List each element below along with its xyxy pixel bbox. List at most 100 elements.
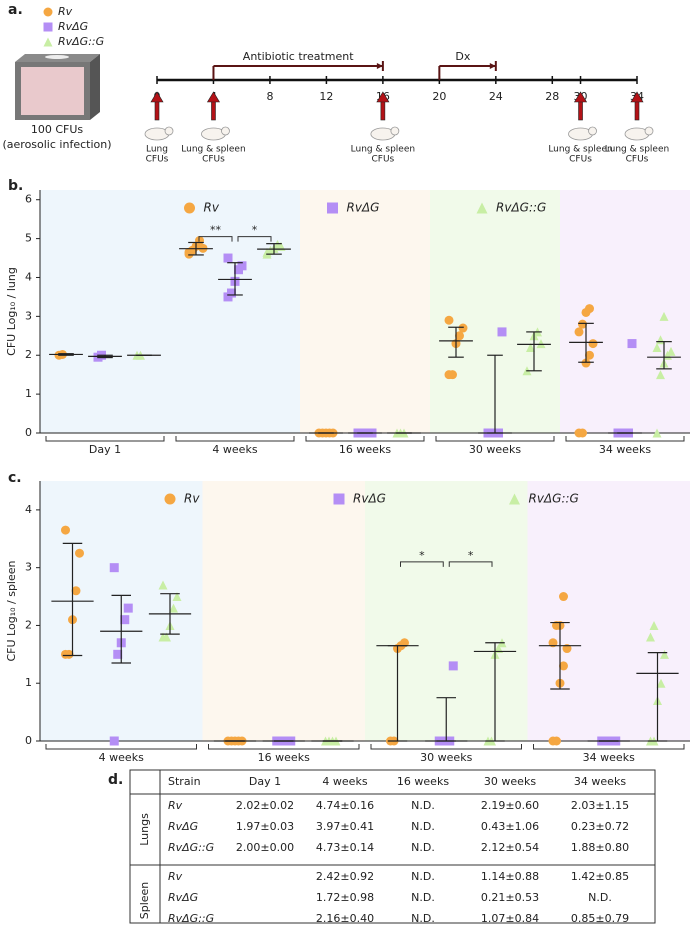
data-point — [448, 370, 457, 380]
data-point — [109, 563, 119, 573]
data-point — [61, 525, 70, 535]
data-point — [169, 603, 178, 613]
data-point — [559, 592, 568, 602]
data-point — [162, 632, 171, 642]
data-point — [585, 304, 594, 314]
period-label: Antibiotic treatment — [243, 50, 354, 63]
table-cell: N.D. — [411, 820, 435, 833]
sampling-label: CFUs — [569, 155, 592, 165]
data-point — [120, 615, 130, 625]
table-cell: 2.42±0.92 — [316, 870, 374, 883]
panel-label: b. — [8, 178, 23, 194]
period-arrowhead — [376, 63, 383, 69]
table-header: Day 1 — [249, 775, 281, 788]
timeline-tick-label: 20 — [432, 90, 446, 103]
table-cell: 2.00±0.00 — [236, 841, 294, 854]
table-frame — [129, 769, 656, 924]
group-bracket — [305, 436, 425, 442]
table-cell: N.D. — [411, 891, 435, 904]
significance-label: * — [419, 549, 425, 562]
data-point — [656, 370, 665, 380]
group-bracket — [533, 744, 685, 750]
data-point — [223, 253, 233, 263]
group-bracket — [45, 436, 165, 442]
mouse-icon — [644, 126, 654, 136]
table-cell: RvΔG — [168, 891, 198, 904]
data-point — [497, 327, 507, 337]
data-point — [578, 428, 587, 438]
group-background — [40, 190, 170, 433]
data-point — [109, 736, 119, 746]
legend-marker — [43, 22, 53, 32]
sampling-label: Lung & spleen — [351, 145, 415, 155]
timeline-tick-label: 28 — [545, 90, 559, 103]
table-cell: RvΔG::G — [168, 912, 214, 925]
data-point — [548, 638, 558, 648]
y-axis-label: CFU Log₁₀ / spleen — [5, 560, 18, 661]
sampling-arrowhead — [376, 91, 390, 103]
y-tick-label: 4 — [25, 503, 32, 516]
data-point — [666, 346, 676, 356]
table-cell: N.D. — [411, 799, 435, 812]
legend-label: RvΔG::G — [496, 201, 546, 215]
group-bracket — [435, 436, 555, 442]
data-point — [172, 592, 182, 602]
significance-bracket — [198, 236, 233, 242]
data-point — [652, 342, 662, 352]
table-cell: Rv — [168, 870, 183, 883]
legend-marker — [327, 202, 338, 214]
data-point — [656, 678, 666, 688]
legend-marker — [43, 37, 53, 47]
table-header: Strain — [168, 775, 201, 788]
group-background — [560, 190, 690, 433]
y-tick-label: 1 — [25, 676, 32, 689]
sampling-label: CFUs — [626, 155, 649, 165]
sampling-arrowhead — [573, 91, 588, 103]
period-arrowhead — [489, 63, 496, 69]
y-tick-label: 6 — [25, 193, 32, 206]
sampling-label: Lung — [146, 145, 168, 155]
y-tick-label: 1 — [25, 387, 32, 400]
x-tick-label: 30 weeks — [469, 443, 521, 456]
sampling-arrowhead — [206, 91, 221, 103]
data-point — [627, 339, 637, 349]
mouse-icon — [164, 126, 174, 136]
significance-bracket — [400, 561, 444, 567]
table-header: 16 weeks — [397, 775, 449, 788]
panel-label: c. — [8, 470, 22, 486]
table-cell: 3.97±0.41 — [316, 820, 374, 833]
y-tick-label: 0 — [25, 426, 32, 439]
table-cell: N.D. — [411, 870, 435, 883]
sampling-arrowhead — [150, 91, 164, 103]
sampling-arrow — [211, 99, 216, 121]
data-point — [123, 603, 133, 613]
legend-label: Rv — [204, 201, 220, 215]
sampling-arrow — [634, 99, 640, 121]
data-point — [652, 428, 662, 438]
panel-label: a. — [8, 2, 23, 18]
table-cell: 1.42±0.85 — [571, 870, 629, 883]
table-cell: N.D. — [411, 912, 435, 925]
significance-label: * — [468, 549, 474, 562]
legend-marker — [476, 202, 488, 214]
data-point — [552, 736, 561, 746]
table-cell: 4.73±0.14 — [316, 841, 374, 854]
mouse-icon — [221, 126, 230, 136]
table-cell: 2.16±0.40 — [316, 912, 374, 925]
sampling-arrowhead — [630, 91, 644, 103]
x-tick-label: Day 1 — [89, 443, 121, 456]
table-cell: 2.02±0.02 — [236, 799, 294, 812]
y-tick-label: 0 — [25, 734, 32, 747]
data-point — [237, 261, 247, 271]
timeline-tick-label: 8 — [266, 90, 273, 103]
mouse-box — [15, 54, 100, 120]
table-cell: N.D. — [411, 841, 435, 854]
data-point — [227, 288, 236, 298]
data-point — [574, 327, 584, 337]
timeline-tick-label: 24 — [489, 90, 503, 103]
x-tick-label: 34 weeks — [583, 751, 635, 764]
table-cell: 1.07±0.84 — [481, 912, 539, 925]
legend-label: RvΔG — [347, 201, 380, 215]
mouse-icon — [390, 126, 400, 136]
data-point — [562, 644, 572, 654]
